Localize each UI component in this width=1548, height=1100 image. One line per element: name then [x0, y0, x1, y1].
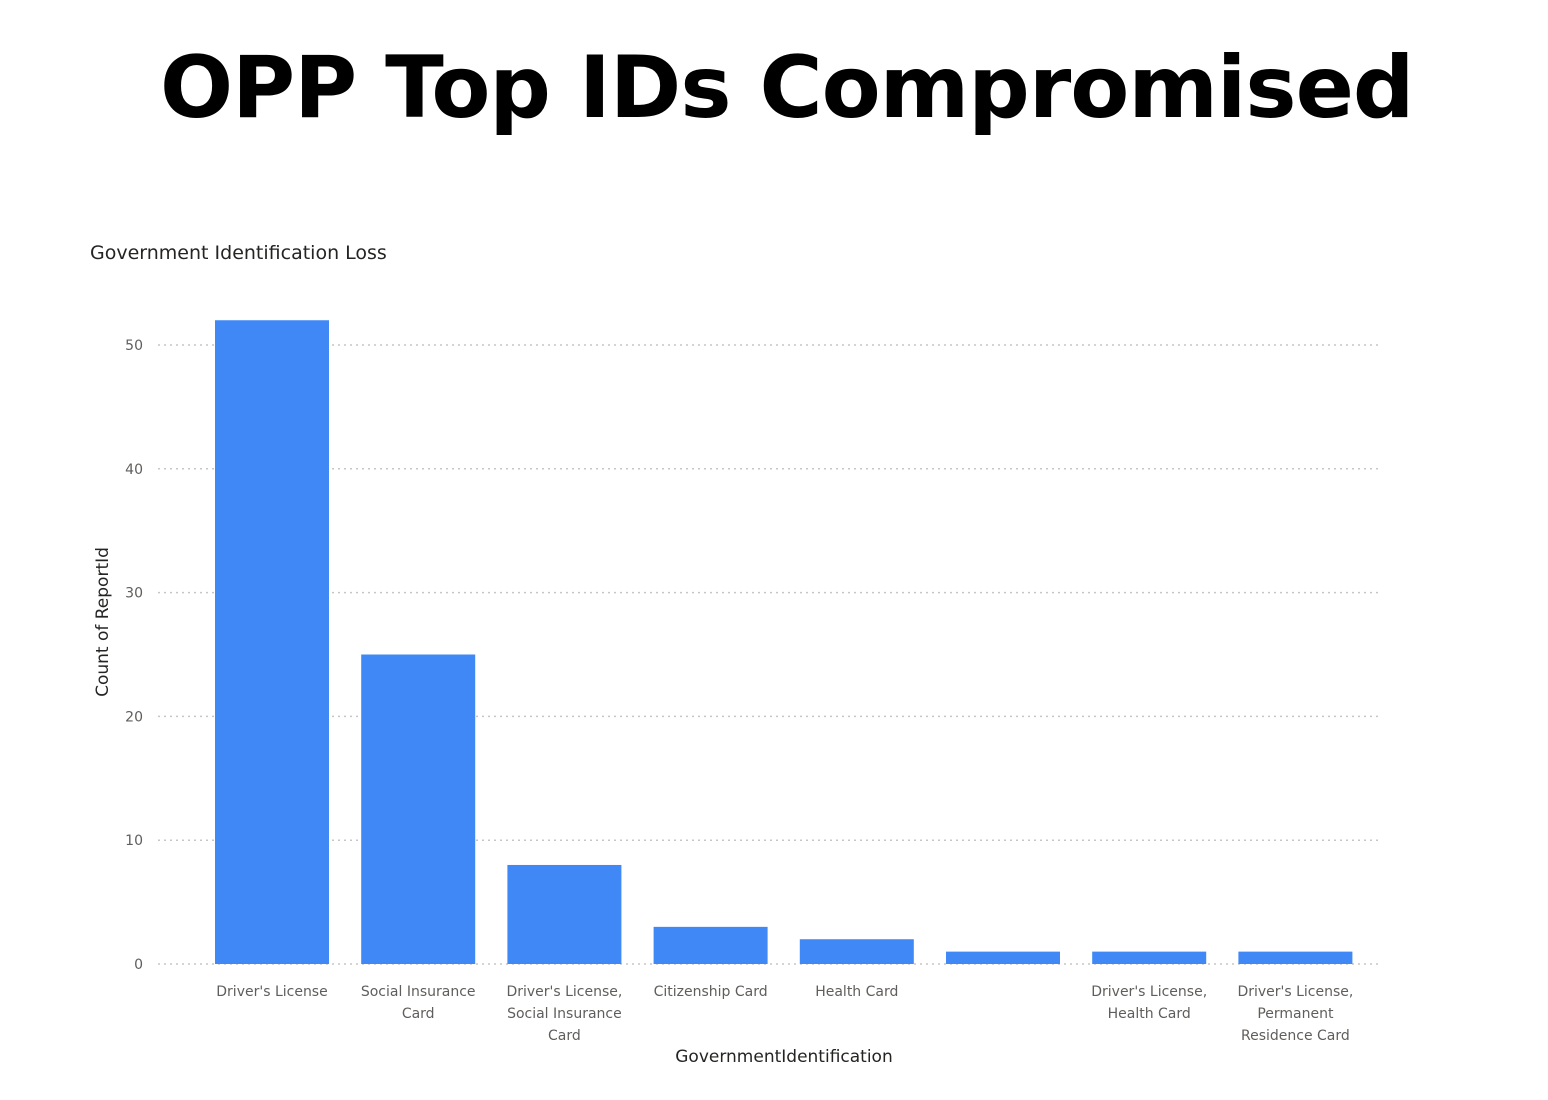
y-tick-label: 0 [134, 957, 143, 973]
x-category-label: Citizenship Card [654, 984, 768, 1000]
bar[interactable] [653, 926, 768, 964]
x-category-label: Driver's License [216, 984, 327, 1000]
bars [215, 320, 1353, 965]
x-axis-categories: Driver's License Social Insurance Card Driv… [216, 984, 1353, 1044]
x-category-label: Card [548, 1028, 581, 1044]
x-category-label: Residence Card [1241, 1028, 1350, 1044]
slide-title: OPP Top IDs Compromised [160, 38, 1414, 138]
y-tick-label: 20 [125, 709, 143, 725]
x-category-label: Permanent [1257, 1006, 1334, 1022]
y-tick-label: 40 [125, 462, 143, 478]
bar[interactable] [1238, 951, 1353, 964]
x-category-label: Health Card [1108, 1006, 1191, 1022]
x-category-label: Driver's License, [1091, 984, 1207, 1000]
bar[interactable] [361, 654, 476, 965]
bar[interactable] [799, 939, 914, 964]
bar[interactable] [946, 951, 1060, 964]
x-category-label: Driver's License, [506, 984, 622, 1000]
x-axis-title: GovernmentIdentification [675, 1047, 892, 1067]
x-category-label: Social Insurance [507, 1006, 622, 1022]
x-category-label: Driver's License, [1237, 984, 1353, 1000]
bar[interactable] [507, 864, 622, 964]
chart-title: Government Identification Loss [90, 242, 387, 264]
y-tick-label: 10 [125, 833, 143, 849]
y-axis-ticks: 0 10 20 30 40 50 [125, 338, 143, 973]
y-tick-label: 30 [125, 586, 143, 602]
x-category-label: Social Insurance [361, 984, 476, 1000]
y-tick-label: 50 [125, 338, 143, 354]
x-category-label: Card [402, 1006, 435, 1022]
bar[interactable] [215, 320, 329, 964]
bar[interactable] [1092, 951, 1207, 964]
x-category-label: Health Card [815, 984, 898, 1000]
gridlines [158, 344, 1380, 965]
y-axis-title: Count of ReportId [93, 547, 113, 697]
